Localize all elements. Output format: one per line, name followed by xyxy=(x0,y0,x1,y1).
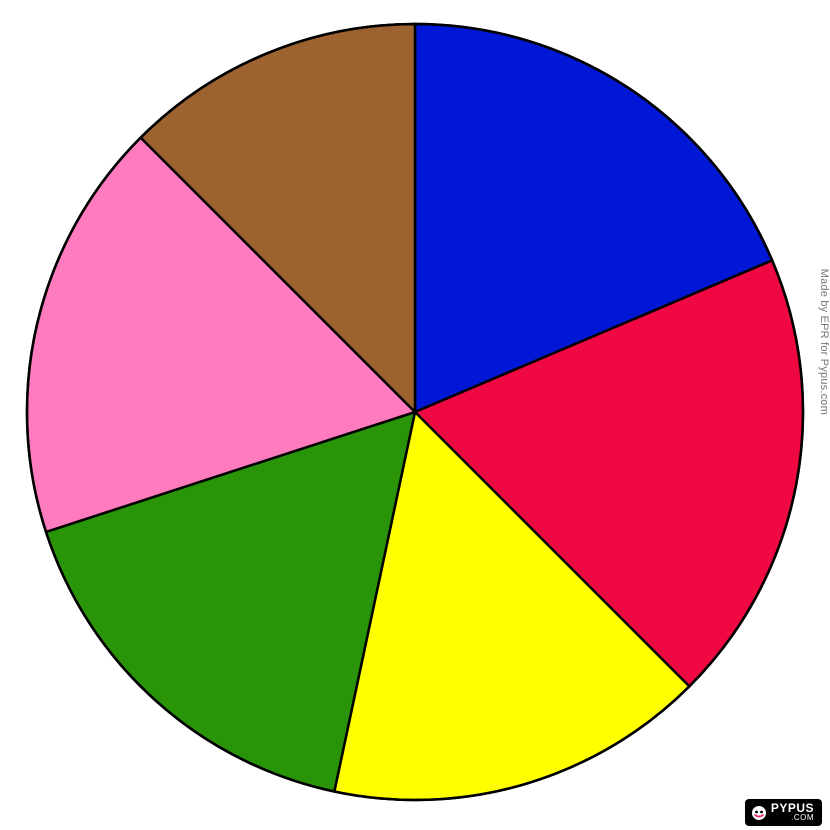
pie-chart-svg xyxy=(0,0,830,830)
pie-chart xyxy=(0,0,830,830)
pypus-logo-icon xyxy=(751,805,767,821)
image-credit: Made by EPR for Pypus.com xyxy=(818,269,830,415)
badge-dotcom: .COM xyxy=(791,814,814,823)
site-badge: PYPUS .COM xyxy=(745,799,822,826)
